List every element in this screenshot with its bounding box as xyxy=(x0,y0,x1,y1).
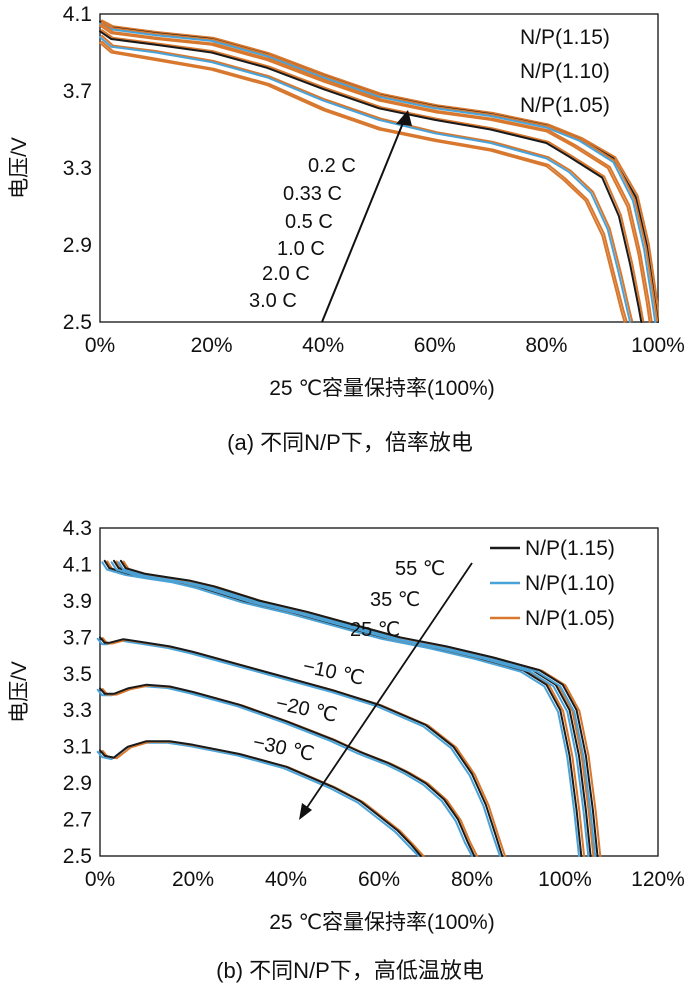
trend-arrow-head-a xyxy=(396,110,412,126)
legend-b-np115: N/P(1.15) xyxy=(525,537,615,560)
legend-a-np115: N/P(1.15) xyxy=(520,26,610,49)
series-line-a-2-1 xyxy=(99,24,651,323)
chart-a: 0% 20% 40% 60% 80% 100% 2.52.93.33.74.1 电压/V … xyxy=(8,3,685,400)
annotation-a-1: 0.33 C xyxy=(283,183,342,205)
series-line-a-1-1 xyxy=(99,22,657,323)
y-tick-label-a-2: 3.3 xyxy=(63,157,92,180)
y-tick-label-a-3: 3.7 xyxy=(63,80,92,103)
series-line-b-0-1 xyxy=(106,560,586,857)
series-line-b-1-2 xyxy=(113,559,592,857)
x-tick-label-a-1: 20% xyxy=(191,334,233,357)
series-line-b-2-2 xyxy=(119,559,599,857)
x-tick-label-b-5: 100% xyxy=(538,868,592,891)
series-line-a-4-0 xyxy=(101,34,634,322)
annotation-b-2: 25 ℃ xyxy=(350,619,400,641)
x-tick-label-b-0: 0% xyxy=(85,868,115,891)
x-tick-label-a-0: 0% xyxy=(85,334,115,357)
annotation-a-4: 2.0 C xyxy=(262,263,310,285)
legend-a-np110: N/P(1.10) xyxy=(520,60,610,83)
y-tick-label-b-7: 3.9 xyxy=(63,590,92,613)
x-tick-label-b-6: 120% xyxy=(631,868,685,891)
x-ticks-a: 0% 20% 40% 60% 80% 100% xyxy=(85,334,685,357)
legend-a-np105: N/P(1.05) xyxy=(520,94,610,117)
x-axis-label-a: 25 ℃容量保持率(100%) xyxy=(269,377,494,400)
series-line-a-0-0 xyxy=(101,19,659,322)
annotation-a-2: 0.5 C xyxy=(285,211,333,233)
series-line-a-2-0 xyxy=(101,23,653,322)
series-line-b-3-2 xyxy=(99,636,504,857)
y-axis-label-a: 电压/V xyxy=(8,137,31,199)
series-line-a-3-1 xyxy=(99,30,643,323)
annotation-a-3: 1.0 C xyxy=(277,238,325,260)
trend-arrow-a xyxy=(321,117,406,323)
curves-a xyxy=(99,19,659,323)
legend-b: N/P(1.15) N/P(1.10) N/P(1.05) xyxy=(490,537,615,630)
series-line-a-4-1 xyxy=(99,36,632,323)
series-line-b-2-1 xyxy=(122,560,602,857)
x-tick-label-a-5: 100% xyxy=(631,334,685,357)
series-line-a-3-0 xyxy=(101,29,645,322)
y-tick-label-a-0: 2.5 xyxy=(63,311,92,334)
series-line-b-4-2 xyxy=(99,683,476,857)
caption-b: (b) 不同N/P下，高低温放电 xyxy=(216,958,484,983)
series-line-a-1-0 xyxy=(101,21,659,322)
y-tick-label-b-3: 3.1 xyxy=(63,736,92,759)
annotation-a-5: 3.0 C xyxy=(249,290,297,312)
y-tick-label-b-6: 3.7 xyxy=(63,626,92,649)
y-tick-label-b-2: 2.9 xyxy=(63,772,92,795)
series-line-b-0-0 xyxy=(101,561,580,857)
x-tick-label-a-2: 40% xyxy=(302,334,344,357)
x-tick-label-b-2: 40% xyxy=(265,868,307,891)
y-ticks-b: 2.5 2.7 2.9 3.1 3.3 3.5 3.7 3.9 4.1 4.3 xyxy=(63,517,92,868)
x-axis-label-b: 25 ℃容量保持率(100%) xyxy=(269,911,494,934)
y-tick-label-b-4: 3.3 xyxy=(63,699,92,722)
series-line-b-1-1 xyxy=(115,560,595,857)
series-line-b-1-0 xyxy=(110,561,590,857)
legend-b-np105: N/P(1.05) xyxy=(525,607,615,630)
y-tick-label-b-0: 2.5 xyxy=(63,845,92,868)
x-tick-label-b-1: 20% xyxy=(172,868,214,891)
chart-b: 0% 20% 40% 60% 80% 100% 120% 2.5 2.7 2.9 3.1 3.3 3.… xyxy=(8,517,685,934)
x-tick-label-b-3: 60% xyxy=(358,868,400,891)
y-tick-label-b-9: 4.3 xyxy=(63,517,92,540)
annotation-b-0: 55 ℃ xyxy=(395,558,445,580)
curves-b xyxy=(96,559,602,857)
series-line-b-0-2 xyxy=(103,559,583,857)
annotation-b-1: 35 ℃ xyxy=(370,589,420,611)
annotation-a-0: 0.2 C xyxy=(308,155,356,177)
y-tick-label-b-1: 2.7 xyxy=(63,809,92,832)
x-tick-label-b-4: 80% xyxy=(451,868,493,891)
x-ticks-b: 0% 20% 40% 60% 80% 100% 120% xyxy=(85,868,685,891)
y-ticks-a: 2.5 2.9 3.3 3.7 4.1 xyxy=(63,3,92,334)
legend-b-np110: N/P(1.10) xyxy=(525,572,615,595)
y-tick-label-a-1: 2.9 xyxy=(63,234,92,257)
series-line-b-2-0 xyxy=(117,561,597,857)
series-line-a-5-0 xyxy=(101,40,628,322)
y-tick-label-a-4: 4.1 xyxy=(63,3,92,26)
trend-arrow-head-b xyxy=(299,803,312,820)
x-tick-label-a-4: 80% xyxy=(525,334,567,357)
series-line-a-5-1 xyxy=(99,41,626,323)
plot-frame-a xyxy=(99,13,659,323)
y-tick-label-b-8: 4.1 xyxy=(63,553,92,576)
trend-arrow-b xyxy=(303,562,473,813)
y-tick-label-b-5: 3.5 xyxy=(63,663,92,686)
x-tick-label-a-3: 60% xyxy=(414,334,456,357)
caption-a: (a) 不同N/P下，倍率放电 xyxy=(227,430,473,455)
y-axis-label-b: 电压/V xyxy=(8,661,31,723)
series-line-b-5-2 xyxy=(99,740,422,857)
